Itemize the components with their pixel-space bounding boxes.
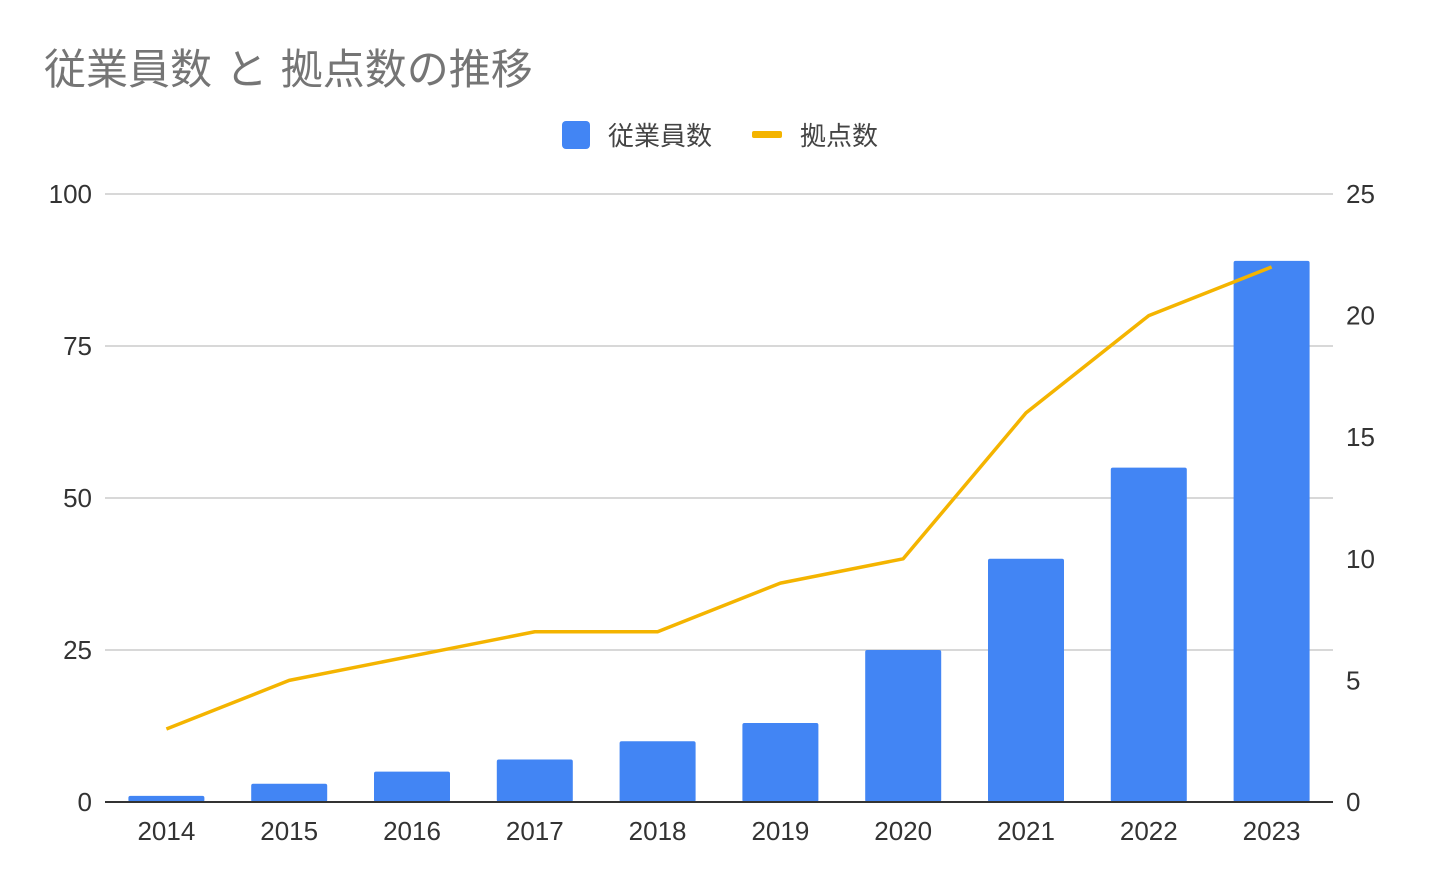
y-left-tick-label: 50 [63, 483, 92, 513]
legend-label-employees: 従業員数 [607, 122, 712, 152]
y-right-tick-label: 10 [1346, 544, 1375, 574]
y-right-tick-label: 0 [1346, 787, 1360, 817]
legend: 従業員数 拠点数 [0, 116, 1440, 153]
x-tick-label: 2018 [629, 816, 687, 846]
legend-item-employees[interactable]: 従業員数 [561, 116, 712, 153]
legend-swatch-locations [752, 131, 782, 138]
bar-employees [1233, 260, 1310, 802]
y-left-tick-label: 75 [63, 331, 92, 361]
bar-employees [251, 783, 328, 802]
legend-item-locations[interactable]: 拠点数 [752, 116, 878, 153]
y-right-tick-label: 5 [1346, 665, 1360, 695]
x-tick-label: 2020 [874, 816, 932, 846]
y-left-tick-label: 25 [63, 635, 92, 665]
bar-employees [619, 741, 696, 802]
bar-employees [1110, 467, 1187, 802]
y-left-tick-label: 0 [78, 787, 92, 817]
chart-title: 従業員数 と 拠点数の推移 [44, 45, 533, 94]
x-tick-label: 2021 [997, 816, 1055, 846]
bar-employees [742, 722, 819, 802]
x-tick-label: 2015 [260, 816, 318, 846]
legend-label-locations: 拠点数 [800, 122, 879, 152]
x-tick-label: 2017 [506, 816, 564, 846]
x-tick-label: 2014 [137, 816, 195, 846]
y-left-tick-label: 100 [49, 179, 92, 209]
bar-employees [128, 795, 205, 802]
bar-employees [988, 558, 1064, 802]
y-right-tick-label: 25 [1346, 179, 1375, 209]
x-tick-label: 2022 [1120, 816, 1178, 846]
y-right-tick-label: 15 [1346, 422, 1375, 452]
line-locations [165, 265, 1273, 731]
y-right-tick-label: 20 [1346, 301, 1375, 331]
x-tick-label: 2023 [1243, 816, 1301, 846]
x-tick-label: 2019 [751, 816, 809, 846]
bar-employees [865, 650, 942, 802]
legend-swatch-employees [561, 120, 590, 149]
x-tick-label: 2016 [383, 816, 441, 846]
bar-employees [496, 759, 573, 802]
bar-employees [374, 771, 450, 802]
